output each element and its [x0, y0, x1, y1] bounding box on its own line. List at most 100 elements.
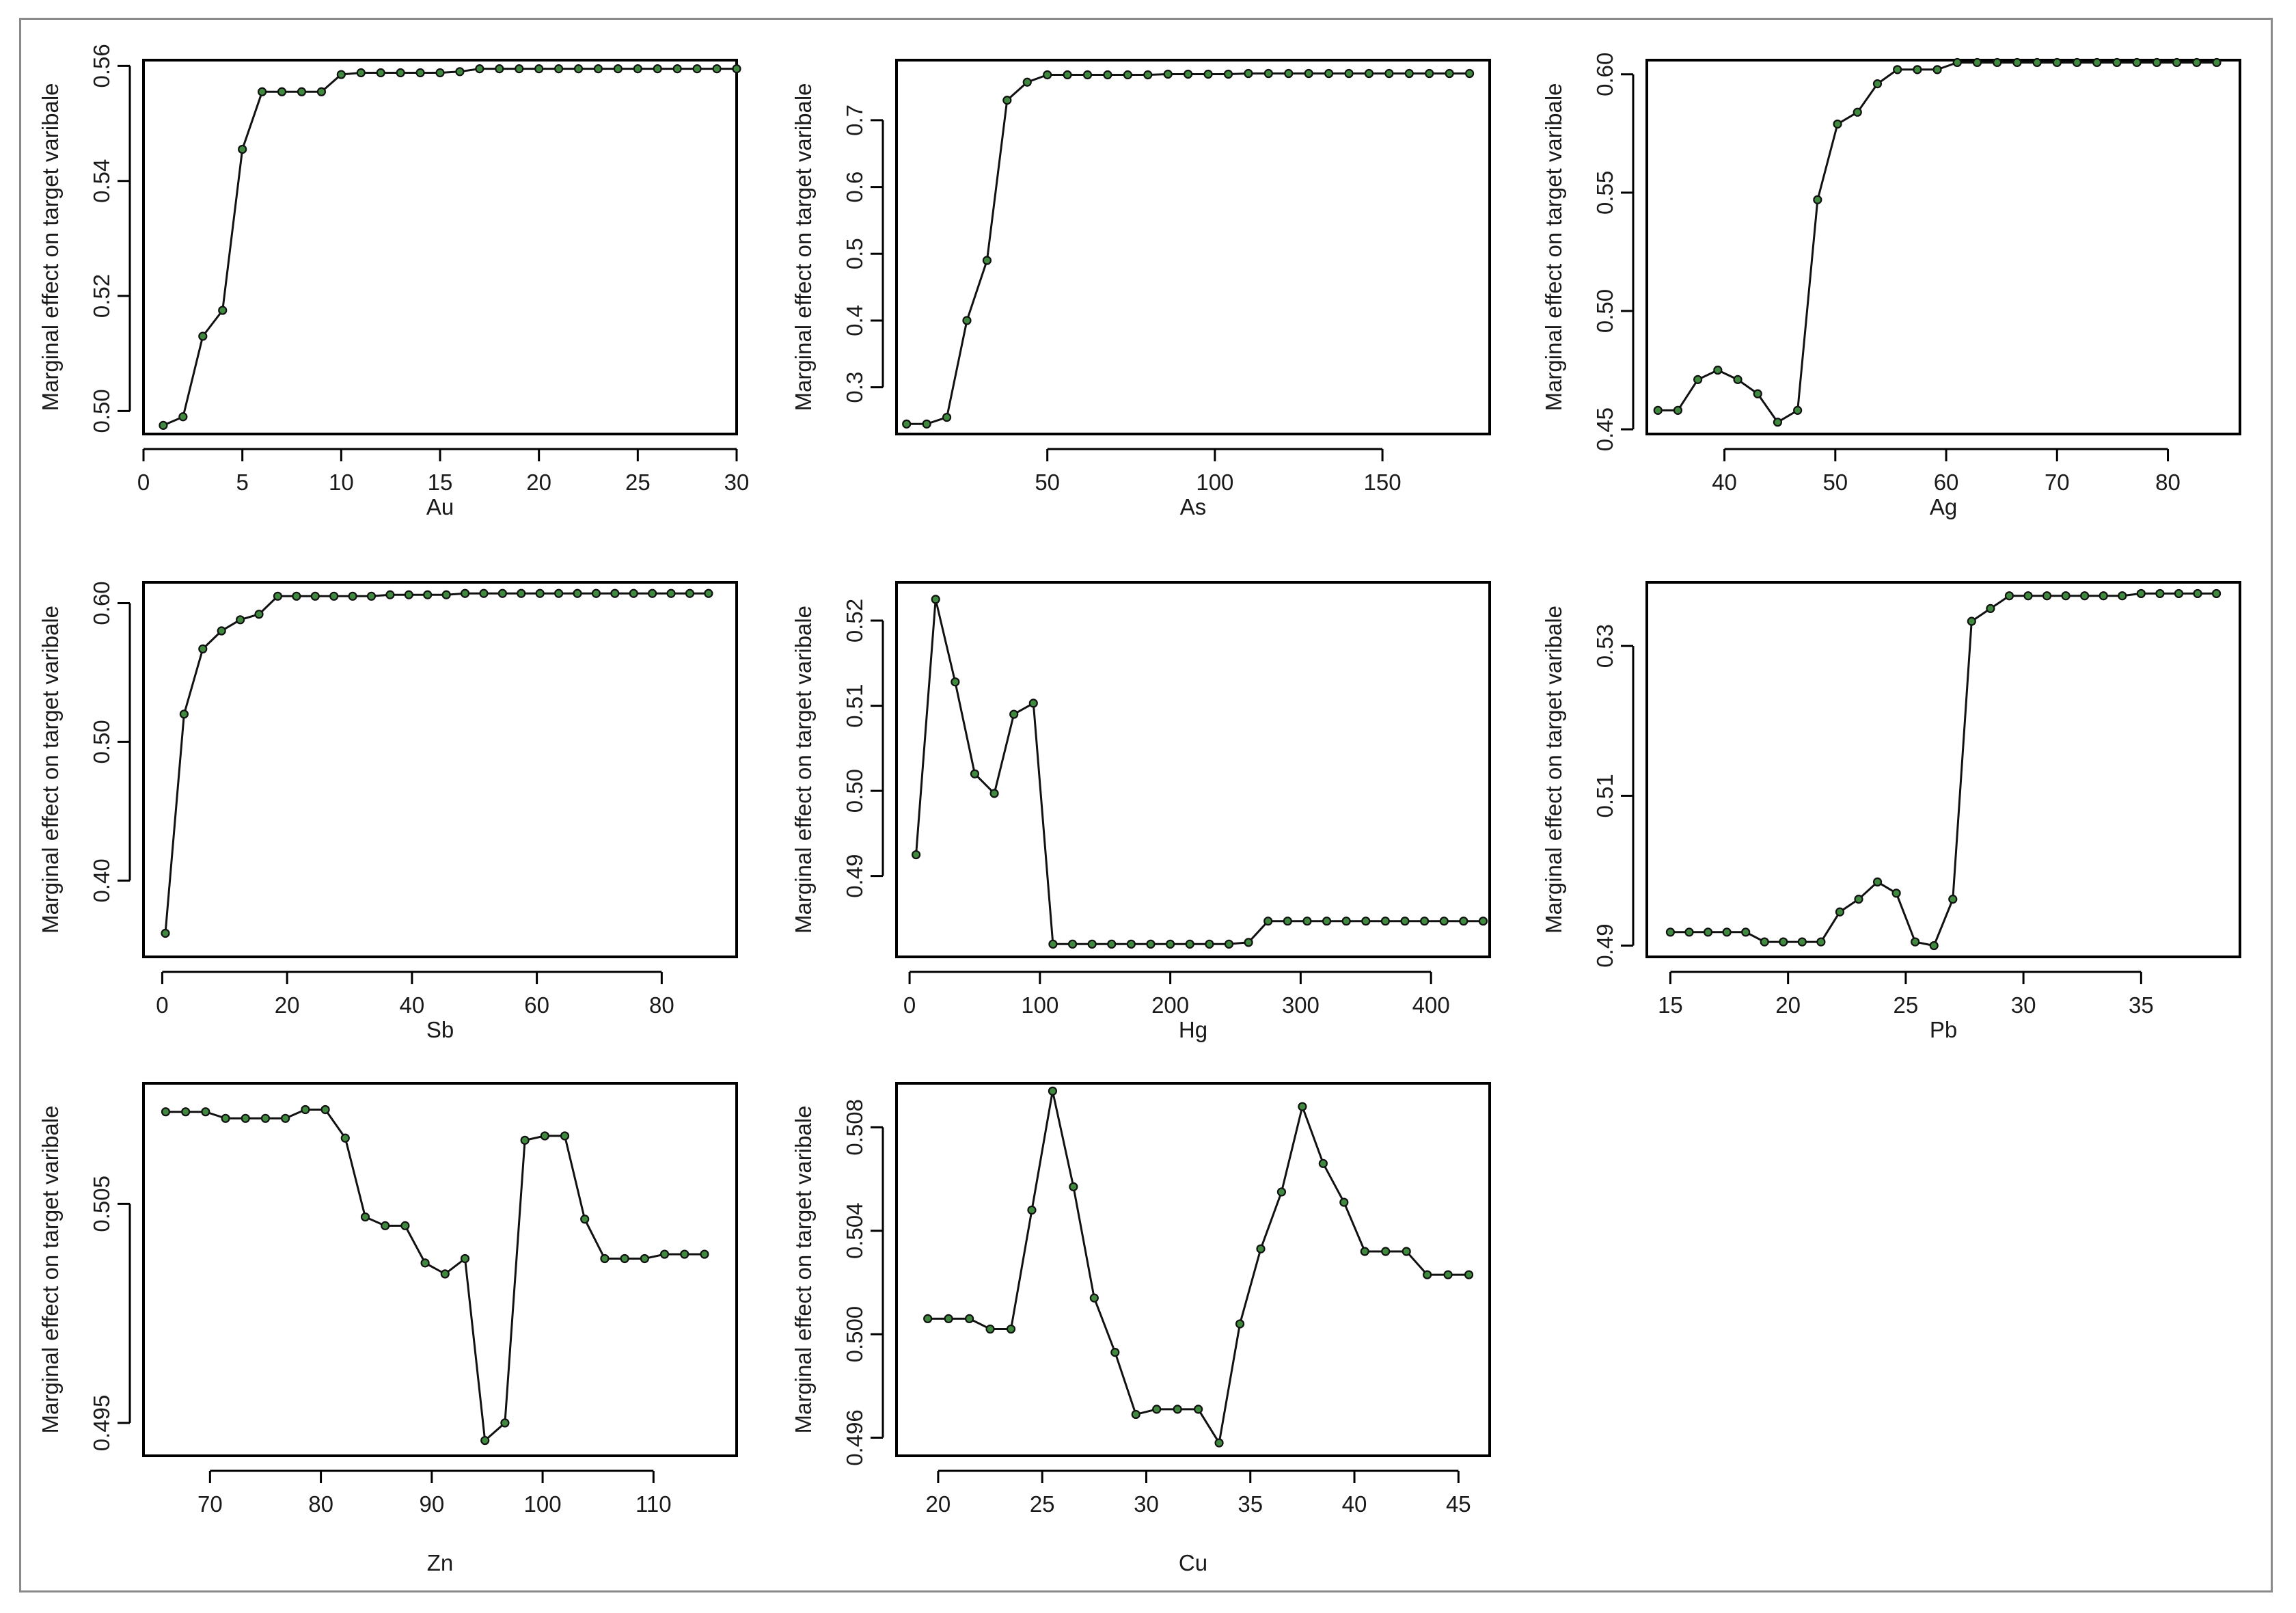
data-point: [1703, 927, 1713, 937]
y-axis-title: Marginal effect on target varibale: [38, 83, 63, 411]
panel-cu: 20 25 30 35 40 45 Cu 0.496 0.500 0.504 0.508 Margin…: [791, 1082, 1491, 1575]
plot-box: [1645, 581, 2241, 958]
data-point: [1459, 917, 1468, 926]
data-point: [2152, 57, 2161, 68]
data-point: [1445, 68, 1454, 79]
data-point: [2061, 591, 2070, 601]
data-point: [1048, 1086, 1058, 1096]
data-point: [1932, 65, 1942, 74]
data-point: [1360, 1247, 1369, 1256]
data-point: [1143, 70, 1153, 80]
data-point: [600, 1253, 610, 1264]
data-point: [181, 1107, 191, 1117]
y-axis: 0.495 0.505: [89, 1176, 131, 1451]
y-axis: 0.50 0.52 0.54 0.56: [89, 44, 131, 433]
x-tick-label: 40: [1342, 1491, 1367, 1517]
data-point: [2155, 588, 2165, 599]
y-tick-label: 0.50: [89, 389, 114, 433]
data-point: [554, 588, 564, 598]
data-point: [198, 644, 208, 654]
data-point: [1244, 68, 1253, 79]
data-point: [1103, 70, 1112, 80]
data-point: [680, 1249, 689, 1259]
data-point: [2118, 591, 2127, 601]
data-point: [2023, 591, 2033, 601]
data-point: [1022, 77, 1032, 87]
data-point: [301, 1104, 310, 1115]
plot-box: [142, 581, 738, 958]
data-point: [179, 709, 189, 719]
data-point: [356, 68, 366, 78]
y-tick-label: 0.54: [89, 159, 114, 203]
x-tick-label: 80: [2155, 470, 2181, 495]
data-point: [923, 1314, 933, 1324]
data-point: [1952, 57, 1962, 68]
y-tick-label: 0.60: [1592, 53, 1617, 96]
data-point: [159, 420, 168, 430]
figure-frame: [19, 18, 2273, 1592]
y-tick-label: 0.6: [842, 172, 867, 203]
data-point: [254, 610, 264, 619]
data-point: [310, 591, 320, 601]
data-point: [573, 64, 584, 74]
x-axis: 0 20 40 60 80: [156, 971, 674, 1018]
y-tick-label: 0.49: [842, 854, 867, 898]
data-point: [500, 1418, 510, 1428]
data-point: [648, 588, 657, 598]
data-point: [400, 1221, 410, 1230]
data-point: [2211, 588, 2222, 599]
data-point: [1993, 57, 2002, 68]
y-axis-title: Marginal effect on target varibale: [1541, 606, 1566, 934]
data-point: [1028, 699, 1038, 708]
data-point: [1302, 917, 1312, 926]
data-point: [460, 1253, 470, 1264]
series-line: [165, 1109, 705, 1443]
data-point: [1063, 70, 1072, 80]
x-tick-label: 80: [649, 992, 674, 1018]
data-point: [1986, 604, 1995, 613]
data-point: [1893, 65, 1902, 74]
data-point: [704, 588, 713, 598]
data-point: [1364, 68, 1374, 79]
data-point: [580, 1215, 590, 1224]
data-point: [672, 64, 682, 74]
x-tick-label: 20: [926, 1491, 951, 1517]
x-tick-label: 70: [197, 1491, 223, 1517]
data-point: [1420, 917, 1430, 926]
data-point: [415, 68, 425, 78]
data-point: [2174, 588, 2184, 599]
data-point: [258, 87, 267, 96]
data-point: [1713, 365, 1723, 375]
y-axis: 0.49 0.51 0.53: [1592, 624, 1635, 968]
y-tick-label: 0.56: [89, 44, 114, 87]
y-axis: 0.40 0.50 0.60: [89, 581, 131, 902]
x-axis-title: Hg: [1179, 1017, 1207, 1042]
data-point: [692, 64, 702, 74]
data-point: [1972, 57, 1982, 68]
data-point: [1185, 939, 1194, 949]
x-axis: 15 20 25 30 35: [1658, 971, 2154, 1018]
data-point: [1304, 68, 1313, 79]
data-point: [1339, 1197, 1349, 1207]
data-point: [517, 588, 526, 598]
x-axis-title: As: [1180, 494, 1207, 519]
data-point: [659, 1249, 670, 1259]
x-tick-label: 25: [625, 470, 651, 495]
x-axis: 20 25 30 35 40 45: [926, 1469, 1471, 1517]
data-point: [629, 588, 638, 598]
data-point: [1235, 1319, 1245, 1329]
data-point: [1107, 939, 1117, 949]
data-point: [1833, 119, 1842, 129]
data-point: [1344, 68, 1354, 79]
data-point: [2212, 57, 2222, 68]
data-point: [613, 64, 623, 74]
data-point: [260, 1113, 271, 1123]
series-line: [1658, 62, 2217, 424]
data-point: [1464, 68, 1475, 79]
y-tick-label: 0.45: [1592, 407, 1617, 451]
data-point: [700, 1249, 709, 1259]
data-point: [1733, 375, 1742, 384]
data-point: [1043, 70, 1052, 80]
data-point: [591, 588, 601, 598]
x-tick-label: 30: [2011, 992, 2036, 1018]
